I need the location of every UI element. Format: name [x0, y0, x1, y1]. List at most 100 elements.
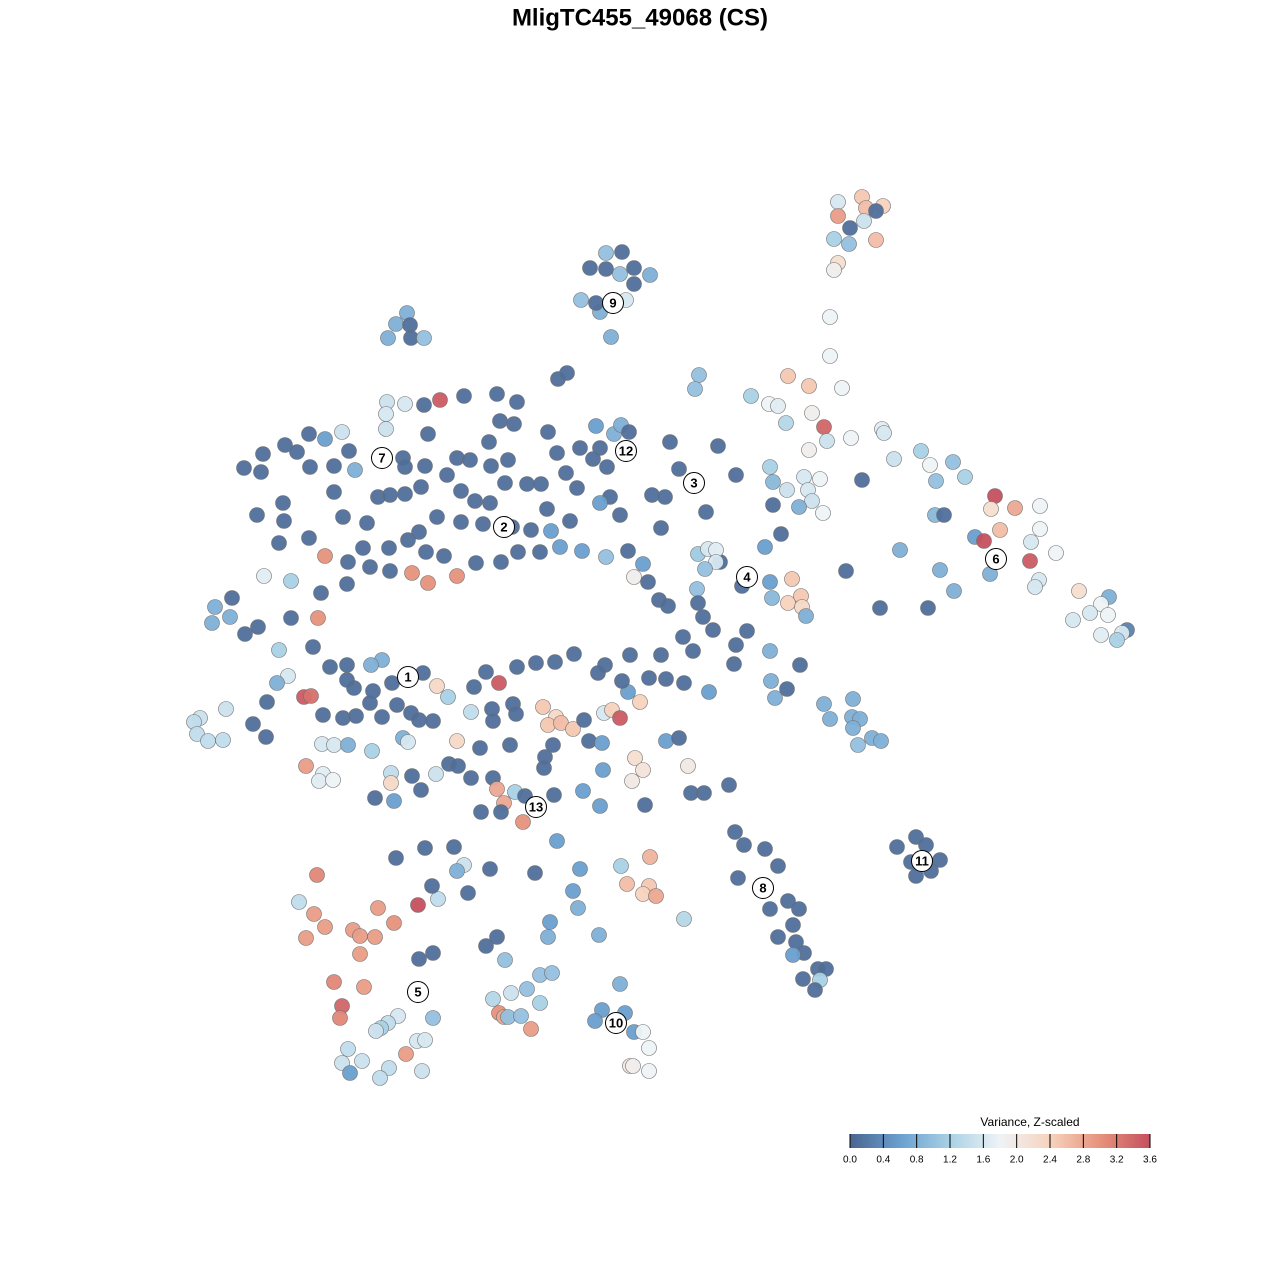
point: [482, 861, 498, 877]
point: [271, 642, 287, 658]
point: [483, 458, 499, 474]
point: [400, 532, 416, 548]
point: [764, 590, 780, 606]
point: [383, 775, 399, 791]
point: [424, 878, 440, 894]
point: [936, 507, 952, 523]
point: [690, 595, 706, 611]
point: [462, 452, 478, 468]
point: [326, 484, 342, 500]
point: [218, 701, 234, 717]
cluster-label: 13: [529, 799, 543, 814]
point: [532, 995, 548, 1011]
point: [801, 378, 817, 394]
point: [1082, 605, 1098, 621]
point: [976, 533, 992, 549]
point: [255, 446, 271, 462]
point: [642, 849, 658, 865]
point: [222, 609, 238, 625]
point: [485, 991, 501, 1007]
point: [1032, 498, 1048, 514]
colorbar-tick-label: 3.2: [1110, 1155, 1124, 1166]
point: [481, 434, 497, 450]
point: [585, 451, 601, 467]
colorbar-label: Variance, Z-scaled: [980, 1115, 1079, 1129]
point: [778, 415, 794, 431]
point: [449, 863, 465, 879]
point: [635, 886, 651, 902]
point: [416, 330, 432, 346]
point: [473, 804, 489, 820]
point: [519, 981, 535, 997]
point: [816, 419, 832, 435]
point: [591, 927, 607, 943]
point: [815, 505, 831, 521]
point: [513, 1008, 529, 1024]
point: [622, 647, 638, 663]
point: [429, 509, 445, 525]
point: [446, 839, 462, 855]
point: [317, 919, 333, 935]
point: [726, 656, 742, 672]
point: [388, 850, 404, 866]
point: [932, 562, 948, 578]
point: [675, 629, 691, 645]
cluster-marker: [911, 850, 933, 872]
point: [449, 568, 465, 584]
colorbar-tick-label: 2.0: [1010, 1155, 1024, 1166]
point: [277, 437, 293, 453]
point: [453, 483, 469, 499]
point: [398, 1046, 414, 1062]
point: [489, 386, 505, 402]
point: [791, 901, 807, 917]
point: [662, 434, 678, 450]
point: [658, 733, 674, 749]
point: [872, 600, 888, 616]
point: [842, 220, 858, 236]
point: [335, 710, 351, 726]
point: [798, 608, 814, 624]
point: [489, 781, 505, 797]
point: [302, 459, 318, 475]
point: [372, 1070, 388, 1086]
point: [785, 947, 801, 963]
point: [339, 672, 355, 688]
point: [500, 452, 516, 468]
point: [413, 479, 429, 495]
point: [816, 696, 832, 712]
point: [558, 465, 574, 481]
point: [644, 487, 660, 503]
point: [340, 1041, 356, 1057]
cluster-label: 7: [378, 450, 385, 465]
point: [381, 540, 397, 556]
point: [544, 965, 560, 981]
point: [460, 885, 476, 901]
point: [425, 1010, 441, 1026]
point: [804, 405, 820, 421]
cluster-marker: [397, 666, 419, 688]
point: [613, 858, 629, 874]
point: [626, 260, 642, 276]
point: [301, 426, 317, 442]
point: [449, 450, 465, 466]
point: [466, 679, 482, 695]
point: [886, 451, 902, 467]
point: [708, 554, 724, 570]
point: [386, 915, 402, 931]
point: [559, 365, 575, 381]
point: [780, 368, 796, 384]
point: [576, 712, 592, 728]
point: [428, 766, 444, 782]
cluster-marker: [407, 981, 429, 1003]
point: [313, 585, 329, 601]
point: [545, 737, 561, 753]
point: [339, 576, 355, 592]
point: [224, 590, 240, 606]
point: [440, 689, 456, 705]
point: [352, 946, 368, 962]
point: [341, 443, 357, 459]
point: [306, 906, 322, 922]
point: [283, 573, 299, 589]
point: [762, 901, 778, 917]
